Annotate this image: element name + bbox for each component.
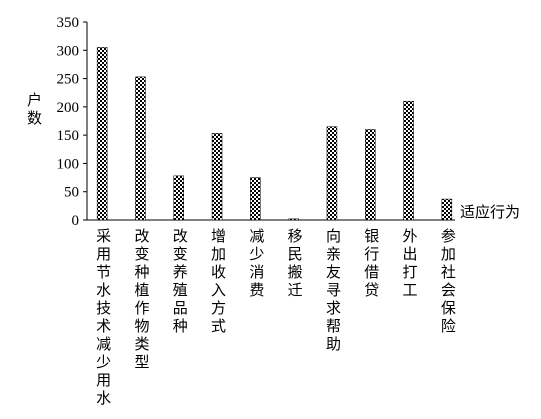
y-tick-label: 350 <box>57 15 80 31</box>
x-axis-label: 适应行为 <box>460 203 520 221</box>
x-tick-label: 改变养殖品种 <box>171 228 188 336</box>
x-tick-label: 采用节水技术减少用水 <box>94 228 111 408</box>
y-tick-label: 300 <box>57 43 80 59</box>
bar <box>441 198 453 221</box>
y-tick-label: 0 <box>72 213 80 229</box>
x-tick-label: 减少消费 <box>247 228 264 300</box>
x-tick-label: 银行借贷 <box>362 228 379 300</box>
x-tick-label: 增加收入方式 <box>209 228 226 336</box>
y-tick-label: 200 <box>57 100 80 116</box>
x-tick-label: 参加社会保险 <box>439 228 456 336</box>
x-tick-label: 改变种植作物类型 <box>132 228 149 372</box>
y-tick-label: 100 <box>57 156 80 172</box>
bar <box>211 133 223 221</box>
bar <box>326 126 338 221</box>
bar <box>365 129 376 221</box>
bar <box>135 76 146 221</box>
x-tick-label: 移民搬迁 <box>286 228 303 300</box>
x-tick-label: 向亲友寻求帮助 <box>324 228 341 354</box>
x-tick-label: 外出打工 <box>401 228 418 300</box>
bar <box>96 47 108 221</box>
y-axis-label: 户数 <box>25 92 42 128</box>
bar <box>403 100 414 221</box>
y-tick-label: 250 <box>57 72 80 88</box>
y-tick-label: 150 <box>57 128 80 144</box>
bar <box>250 177 261 221</box>
bar <box>173 175 184 221</box>
bar <box>288 218 299 221</box>
y-tick-label: 50 <box>64 185 79 201</box>
